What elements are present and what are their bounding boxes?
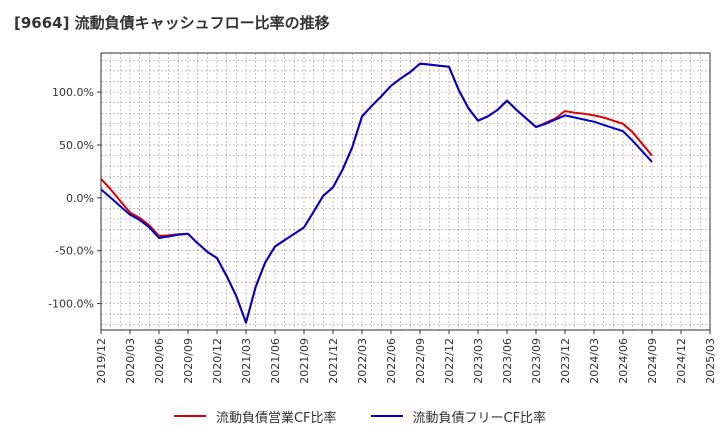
x-tick-label: 2023/12 xyxy=(559,338,572,384)
x-tick-label: 2022/12 xyxy=(443,338,456,384)
legend-swatch-free-cf xyxy=(370,415,403,417)
plot-area xyxy=(101,53,710,330)
series-line-free-cf xyxy=(100,62,653,324)
legend-item-free-cf: 流動負債フリーCF比率 xyxy=(370,407,547,426)
x-tick-label: 2020/09 xyxy=(182,338,195,384)
y-tick-label: 100.0% xyxy=(52,86,94,99)
x-tick-label: 2024/03 xyxy=(588,338,601,384)
y-tick-label: 0.0% xyxy=(66,192,94,205)
x-tick-label: 2021/12 xyxy=(327,338,340,384)
x-tick-label: 2020/12 xyxy=(211,338,224,384)
x-tick-label: 2022/06 xyxy=(385,338,398,384)
legend-item-operating-cf: 流動負債営業CF比率 xyxy=(173,407,337,426)
x-tick-label: 2022/03 xyxy=(356,338,369,384)
x-tick-label: 2023/03 xyxy=(472,338,485,384)
x-tick-label: 2019/12 xyxy=(95,338,108,384)
chart-title: [9664] 流動負債キャッシュフロー比率の推移 xyxy=(14,14,330,32)
x-tick-label: 2021/03 xyxy=(240,338,253,384)
y-tick-label: -100.0% xyxy=(48,298,94,311)
legend: 流動負債営業CF比率 流動負債フリーCF比率 xyxy=(0,404,720,428)
legend-label-free-cf: 流動負債フリーCF比率 xyxy=(412,410,547,426)
legend-swatch-operating-cf xyxy=(173,415,206,417)
x-tick-label: 2021/06 xyxy=(269,338,282,384)
x-tick-label: 2020/06 xyxy=(153,338,166,384)
x-tick-label: 2023/06 xyxy=(501,338,514,384)
x-tick-label: 2025/03 xyxy=(704,338,717,384)
y-tick-label: -50.0% xyxy=(55,245,94,258)
x-tick-label: 2024/06 xyxy=(617,338,630,384)
x-tick-label: 2021/09 xyxy=(298,338,311,384)
x-tick-label: 2023/09 xyxy=(530,338,543,384)
y-tick-label: 50.0% xyxy=(59,139,94,152)
x-tick-label: 2022/09 xyxy=(414,338,427,384)
x-tick-label: 2024/09 xyxy=(646,338,659,384)
x-tick-label: 2020/03 xyxy=(124,338,137,384)
legend-label-operating-cf: 流動負債営業CF比率 xyxy=(215,410,337,426)
plot-border xyxy=(100,52,711,331)
x-tick-label: 2024/12 xyxy=(675,338,688,384)
